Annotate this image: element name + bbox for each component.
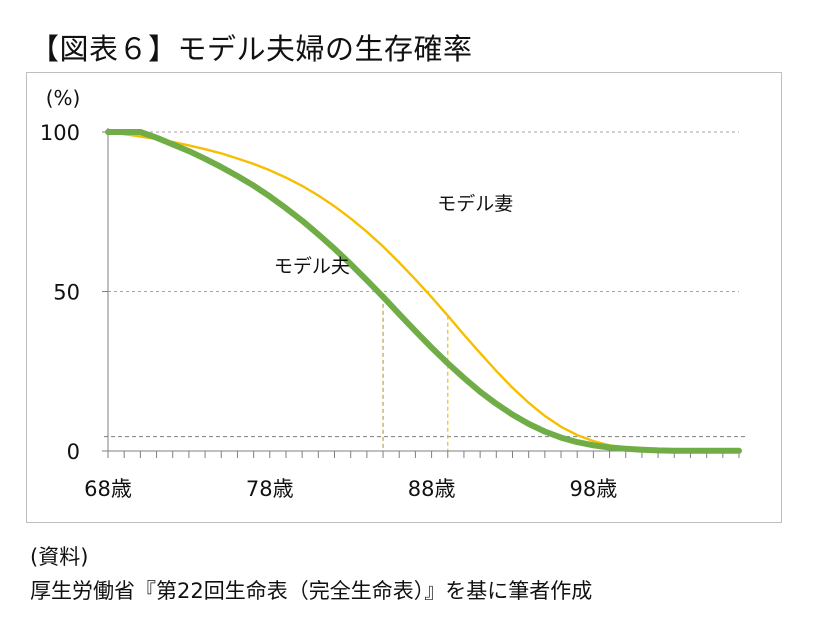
chart-area: 0 50 100 (%) 68歳 78歳 88歳 98歳 モデル妻モデル夫	[26, 72, 782, 523]
y-axis-label: (%)	[46, 86, 81, 110]
y-tick-label: 50	[53, 281, 80, 305]
series-line-husband	[105, 129, 742, 454]
y-tick-label: 0	[67, 440, 80, 464]
source-text: 厚生労働省『第22回生命表（完全生命表）』を基に筆者作成	[30, 579, 593, 603]
y-tick-label: 100	[40, 121, 80, 145]
annotation-husband: モデル夫	[274, 255, 350, 277]
x-tick-label: 78歳	[246, 477, 294, 501]
chart-title: 【図表６】モデル夫婦の生存確率	[30, 32, 473, 66]
x-tick-label: 98歳	[570, 477, 618, 501]
annotation-wife: モデル妻	[437, 193, 513, 215]
x-tick-label: 88歳	[408, 477, 456, 501]
source-label: (資料)	[30, 545, 89, 569]
x-tick-label: 68歳	[84, 477, 132, 501]
